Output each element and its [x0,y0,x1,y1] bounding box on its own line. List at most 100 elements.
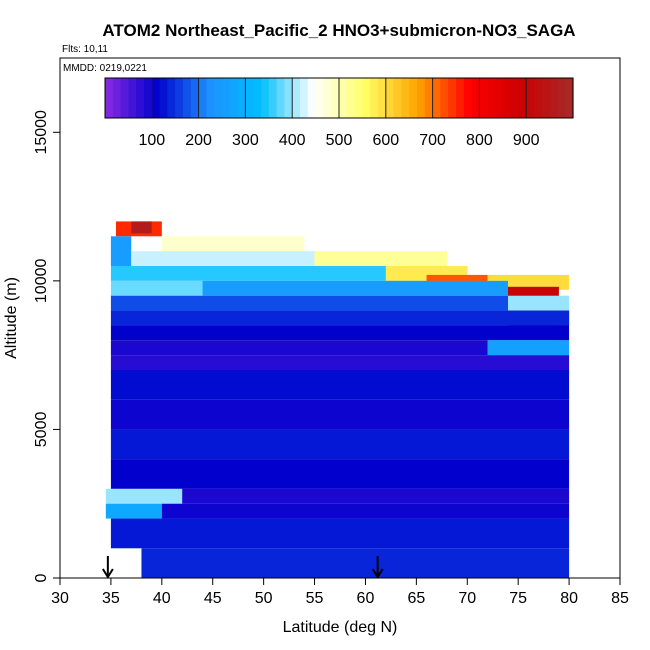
x-tick-label-9: 75 [509,590,527,607]
colorbar-swatch-13 [206,78,215,118]
x-tick-label-3: 45 [204,590,222,607]
colorbar-tick-0: 100 [138,132,165,149]
colorbar-swatch-59 [565,78,574,118]
heat-cell-19 [110,340,488,356]
colorbar-swatch-29 [331,78,340,118]
heat-cell-16 [110,310,570,326]
x-tick-label-1: 35 [102,590,120,607]
colorbar-swatch-48 [479,78,488,118]
colorbar-tick-1: 200 [185,132,212,149]
colorbar-frame [104,77,574,119]
colorbar-swatch-10 [183,78,192,118]
heat-cell-23 [110,429,570,460]
colorbar-swatch-41 [424,78,434,118]
heat-cell-12 [202,280,508,296]
colorbar-swatch-32 [354,78,363,118]
colorbar-swatch-58 [557,78,566,118]
colorbar-swatch-23 [284,78,293,118]
heat-cell-21 [110,370,570,400]
colorbar-swatch-26 [307,78,317,118]
colorbar-swatch-22 [276,78,285,118]
colorbar-swatch-19 [253,78,262,118]
colorbar-swatch-1 [112,78,122,118]
colorbar-swatch-24 [292,78,301,118]
heat-cell-3 [110,236,132,266]
colorbar-tick-2: 300 [232,132,259,149]
colorbar-swatch-57 [549,78,558,118]
x-axis: 30 35 40 45 50 55 60 65 70 75 80 85 [51,578,629,607]
x-tick-label-5: 55 [306,590,324,607]
heat-cell-11 [110,280,203,296]
y-axis: 0 5000 10000 15000 [33,110,60,582]
plot-frame [59,57,621,579]
flights-label: Flts: 10,11 [62,44,108,55]
heat-cell-6 [110,266,468,281]
heat-cell-28 [161,503,570,519]
x-tick-label-11: 85 [611,590,629,607]
colorbar-swatch-8 [167,78,176,118]
colorbar-swatch-33 [362,78,371,118]
colorbar-tick-4: 500 [326,132,353,149]
heat-cell-14 [508,295,570,311]
colorbar-swatch-16 [229,78,239,118]
heat-cell-13 [110,295,508,311]
heat-cell-1 [131,221,152,234]
marker-arrow-1 [371,556,384,579]
colorbar-swatch-35 [378,78,387,118]
flight-markers [102,556,384,579]
x-tick-label-2: 40 [153,590,171,607]
colorbar-swatch-3 [128,78,137,118]
heat-cell-20 [110,355,570,370]
colorbar-tick-8: 900 [513,132,540,149]
colorbar-swatch-51 [502,78,512,118]
colorbar-swatch-46 [463,78,473,118]
colorbar-swatch-27 [315,78,324,118]
x-axis-label: Latitude (deg N) [283,619,398,636]
colorbar-swatch-53 [518,78,527,118]
x-tick-label-6: 60 [357,590,375,607]
colorbar-swatch-20 [261,78,270,118]
colorbar-swatch-30 [339,78,348,118]
y-axis-label: Altitude (m) [3,277,20,359]
heat-cell-2 [161,236,305,252]
heat-cell-30 [141,548,570,578]
colorbar-swatch-21 [268,78,278,118]
heat-cell-4 [131,251,315,266]
heat-cell-5 [314,251,447,266]
colorbar-swatch-34 [370,78,379,118]
colorbar-swatch-40 [417,78,426,118]
colorbar: 100 200 300 400 500 600 700 800 900 [104,77,574,149]
colorbar-swatch-50 [495,78,504,118]
x-tick-label-8: 70 [458,590,476,607]
colorbar-swatch-4 [136,78,145,118]
heat-cell-29 [110,518,570,549]
heat-cell-10 [508,286,559,299]
colorbar-swatch-42 [432,78,441,118]
colorbar-swatch-44 [448,78,457,118]
dates-label: MMDD: 0219,0221 [63,63,147,74]
colorbar-swatch-0 [105,78,114,118]
colorbar-swatch-5 [144,78,153,118]
heat-cell-18 [487,340,570,356]
colorbar-swatch-18 [245,78,254,118]
heat-cell-24 [110,459,570,489]
colorbar-tick-5: 600 [372,132,399,149]
colorbar-swatch-14 [214,78,223,118]
heat-cell-22 [110,399,570,430]
y-tick-label-1: 5000 [33,412,50,448]
colorbar-swatch-55 [534,78,543,118]
colorbar-swatch-11 [190,78,200,118]
colorbar-swatch-31 [346,78,356,118]
colorbar-swatch-54 [526,78,535,118]
colorbar-swatch-47 [471,78,480,118]
colorbar-swatch-37 [393,78,402,118]
heat-cell-27 [105,503,162,519]
colorbar-swatch-39 [409,78,418,118]
heat-cell-17 [110,325,570,341]
colorbar-swatch-45 [456,78,465,118]
heatmap-cells [105,221,570,578]
y-tick-label-0: 0 [33,573,50,582]
colorbar-swatch-9 [175,78,184,118]
colorbar-swatch-2 [120,78,129,118]
colorbar-swatch-25 [300,78,309,118]
